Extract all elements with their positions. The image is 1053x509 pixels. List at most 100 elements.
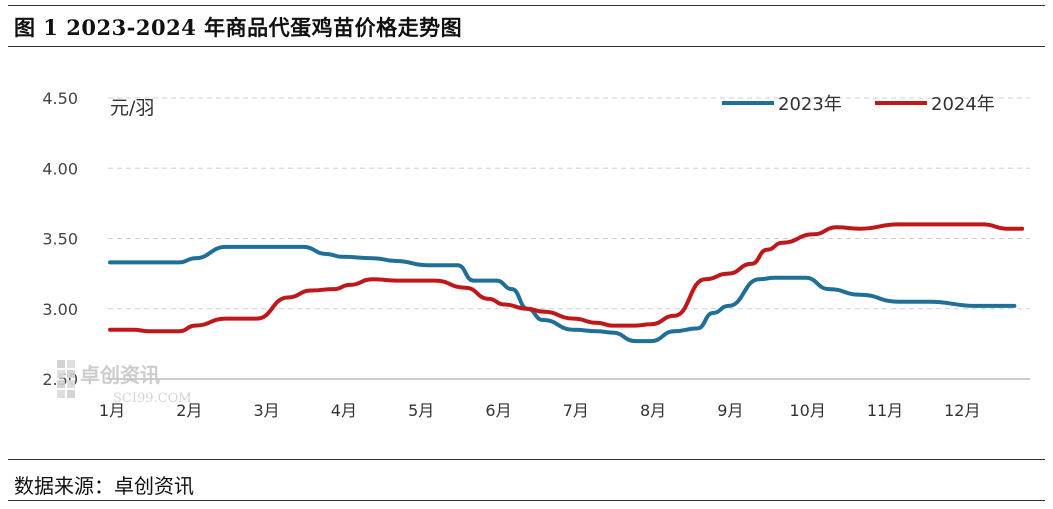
data-point — [395, 280, 396, 281]
y-tick-label: 3.00 — [42, 300, 78, 319]
data-point — [542, 311, 543, 312]
data-point — [960, 224, 961, 225]
series-line-1 — [108, 222, 1025, 334]
data-point — [349, 284, 350, 285]
data-point — [805, 277, 806, 278]
chart-title: 图 1 2023-2024 年商品代蛋鸡苗价格走势图 — [14, 15, 463, 40]
x-tick-label: 2月 — [176, 401, 202, 420]
x-tick-label: 8月 — [640, 401, 666, 420]
data-point — [929, 224, 930, 225]
data-point — [612, 325, 613, 326]
data-point — [133, 329, 134, 330]
data-point — [674, 331, 675, 332]
series-line-0 — [108, 244, 1017, 344]
data-point — [179, 331, 180, 332]
data-point — [1006, 228, 1007, 229]
data-point — [496, 280, 497, 281]
data-point — [287, 297, 288, 298]
legend-label-2023: 2023年 — [778, 94, 842, 115]
data-point — [759, 279, 760, 280]
data-point — [635, 341, 636, 342]
data-point — [983, 224, 984, 225]
data-point — [527, 308, 528, 309]
data-point — [651, 324, 652, 325]
data-point — [334, 289, 335, 290]
data-point — [674, 315, 675, 316]
data-point — [488, 298, 489, 299]
data-point — [859, 228, 860, 229]
data-point — [303, 246, 304, 247]
x-tick-label: 4月 — [331, 401, 357, 420]
data-point — [310, 290, 311, 291]
grid-lines — [108, 97, 1030, 310]
data-point — [859, 294, 860, 295]
y-axis-ticks: 2.503.003.504.004.50 — [42, 89, 78, 389]
data-point — [573, 329, 574, 330]
data-point — [898, 301, 899, 302]
data-point — [596, 331, 597, 332]
data-point — [504, 304, 505, 305]
data-point — [751, 263, 752, 264]
x-tick-label: 5月 — [408, 401, 434, 420]
data-point — [395, 260, 396, 261]
data-point — [836, 227, 837, 228]
data-point — [635, 325, 636, 326]
data-point — [542, 319, 543, 320]
data-point — [194, 325, 195, 326]
data-point — [194, 258, 195, 259]
data-point — [612, 332, 613, 333]
x-tick-label: 7月 — [563, 401, 589, 420]
data-point — [1014, 305, 1015, 306]
x-tick-label: 6月 — [485, 401, 511, 420]
data-point — [372, 258, 373, 259]
y-tick-label: 4.50 — [42, 89, 78, 108]
data-point — [341, 256, 342, 257]
data-point — [1022, 228, 1023, 229]
data-point — [426, 265, 427, 266]
data-point — [975, 305, 976, 306]
bottom-rule — [8, 500, 1045, 501]
data-point — [511, 289, 512, 290]
data-point — [148, 262, 149, 263]
data-point — [225, 318, 226, 319]
x-tick-label: 3月 — [254, 401, 280, 420]
data-point — [728, 273, 729, 274]
title-rule — [8, 46, 1045, 47]
top-rule — [8, 5, 1045, 6]
y-axis-unit-label: 元/羽 — [110, 97, 154, 119]
y-tick-label: 3.50 — [42, 230, 78, 249]
legend: 2023年 2024年 — [722, 94, 995, 115]
x-tick-label: 1月 — [99, 401, 125, 420]
data-point — [929, 301, 930, 302]
data-point — [434, 280, 435, 281]
data-point — [774, 277, 775, 278]
data-point — [728, 305, 729, 306]
data-point — [782, 242, 783, 243]
watermark-url: SCI99.COM — [113, 391, 192, 406]
data-point — [109, 262, 110, 263]
x-tick-label: 12月 — [944, 401, 980, 420]
data-point — [109, 329, 110, 330]
data-point — [457, 265, 458, 266]
data-point — [898, 224, 899, 225]
data-point — [998, 305, 999, 306]
data-point — [813, 234, 814, 235]
x-axis-ticks: 1月 2月 3月 4月 5月 6月 7月 8月 9月 10月 11月 12月 — [99, 401, 981, 420]
legend-label-2024: 2024年 — [931, 94, 995, 115]
data-point — [179, 262, 180, 263]
data-point — [465, 287, 466, 288]
footer-rule — [8, 459, 1045, 460]
data-point — [473, 280, 474, 281]
data-point — [148, 331, 149, 332]
data-point — [712, 312, 713, 313]
x-tick-label: 11月 — [867, 401, 903, 420]
y-tick-label: 4.00 — [42, 159, 78, 178]
series-lines — [108, 222, 1025, 344]
watermark-name: 卓创资讯 — [80, 363, 160, 387]
data-point — [651, 341, 652, 342]
data-source: 数据来源：卓创资讯 — [14, 474, 194, 498]
data-point — [372, 279, 373, 280]
data-point — [766, 249, 767, 250]
data-point — [225, 246, 226, 247]
